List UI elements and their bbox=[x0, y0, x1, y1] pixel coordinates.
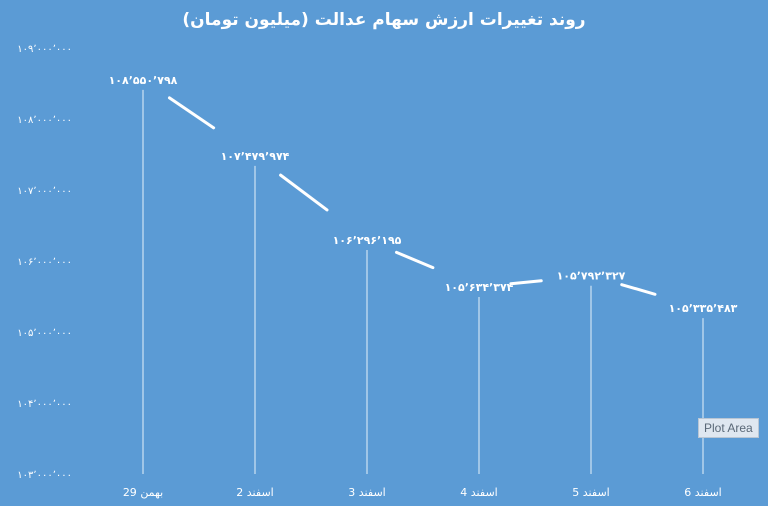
y-tick-label: ۱۰۴٬۰۰۰٬۰۰۰ bbox=[17, 399, 72, 410]
series-line-segment bbox=[395, 250, 435, 270]
y-tick-label: ۱۰۵٬۰۰۰٬۰۰۰ bbox=[17, 328, 72, 339]
x-tick-label: 2 اسفند bbox=[236, 486, 273, 499]
x-tick-label: 5 اسفند bbox=[572, 486, 609, 499]
x-tick-label: 29 بهمن bbox=[123, 486, 163, 499]
data-label: ۱۰۸٬۵۵۰٬۷۹۸ bbox=[109, 74, 178, 87]
y-tick-label: ۱۰۷٬۰۰۰٬۰۰۰ bbox=[17, 186, 72, 197]
series-line-segment bbox=[509, 279, 543, 286]
x-tick-label: 4 اسفند bbox=[460, 486, 497, 499]
x-tick-label: 3 اسفند bbox=[348, 486, 385, 499]
series-line-segment bbox=[279, 173, 329, 212]
series-line-segment bbox=[620, 283, 657, 296]
data-label: ۱۰۷٬۴۷۹٬۹۷۴ bbox=[221, 150, 290, 163]
plot-area-tooltip: Plot Area bbox=[698, 418, 759, 438]
series-line-segment bbox=[167, 96, 216, 130]
data-label: ۱۰۶٬۲۹۶٬۱۹۵ bbox=[333, 234, 402, 247]
chart-title: روند تغییرات ارزش سهام عدالت (میلیون توم… bbox=[182, 10, 586, 30]
y-tick-label: ۱۰۶٬۰۰۰٬۰۰۰ bbox=[17, 257, 72, 268]
x-tick-label: 6 اسفند bbox=[684, 486, 721, 499]
data-label: ۱۰۵٬۳۳۵٬۴۸۳ bbox=[669, 302, 738, 315]
y-tick-label: ۱۰۳٬۰۰۰٬۰۰۰ bbox=[17, 470, 72, 481]
data-label: ۱۰۵٬۷۹۲٬۳۲۷ bbox=[557, 270, 626, 283]
data-label: ۱۰۵٬۶۳۴٬۳۷۴ bbox=[445, 281, 514, 294]
y-tick-label: ۱۰۸٬۰۰۰٬۰۰۰ bbox=[17, 115, 72, 126]
y-tick-label: ۱۰۹٬۰۰۰٬۰۰۰ bbox=[17, 44, 72, 55]
